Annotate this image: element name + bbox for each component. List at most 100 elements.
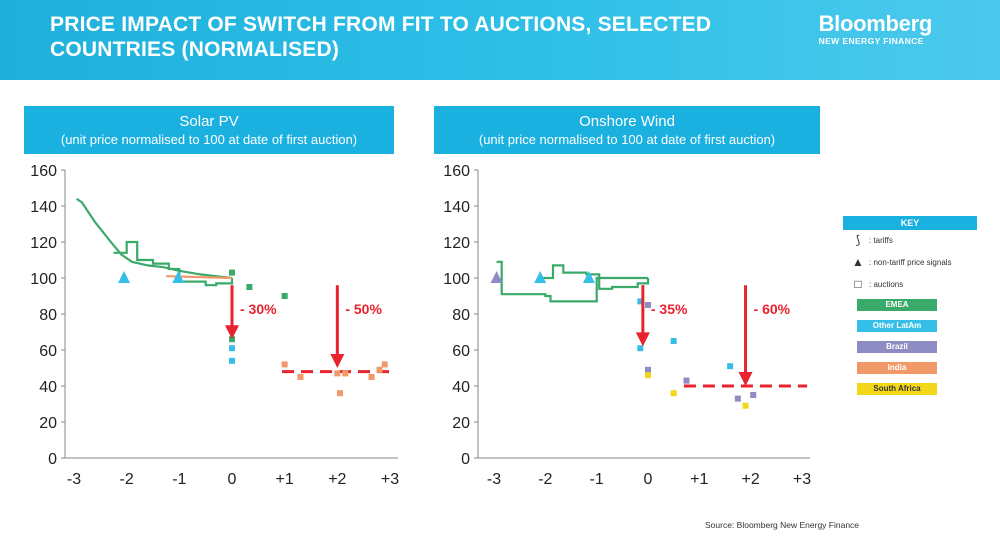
wind-auction-point xyxy=(727,363,734,370)
solar-x-tick-label: +1 xyxy=(276,471,294,488)
solar-auction-point xyxy=(368,374,375,380)
solar-signal-triangle xyxy=(172,271,185,283)
solar-auction-point xyxy=(334,370,341,377)
solar-x-tick-label: +2 xyxy=(328,471,346,488)
solar-panel-header: Solar PV (unit price normalised to 100 a… xyxy=(24,106,394,154)
solar-auction-point xyxy=(336,390,343,397)
wind-chart-title: Onshore Wind xyxy=(579,113,675,130)
key-row-auctions: □ : auctions xyxy=(843,274,977,296)
wind-x-tick-label: -1 xyxy=(590,471,604,488)
wind-drop-label: - 35% xyxy=(651,301,688,317)
wind-x-tick-label: 0 xyxy=(644,471,653,488)
key-region-india: India xyxy=(843,362,977,380)
wind-auction-point xyxy=(645,372,651,379)
wind-auction-point xyxy=(670,338,677,344)
wind-auction-point xyxy=(637,298,644,305)
wind-signal-triangle xyxy=(582,271,595,283)
key-row-triangles: ▲ : non-tariff price signals xyxy=(843,252,977,274)
wind-auction-point xyxy=(734,395,741,402)
wind-chart-subtitle: (unit price normalised to 100 at date of… xyxy=(478,132,776,147)
solar-y-tick-label: 140 xyxy=(30,199,57,216)
key-badge-india: India xyxy=(857,362,937,374)
key-region-latam: Other LatAm xyxy=(843,320,977,338)
solar-y-tick-label: 80 xyxy=(39,307,57,324)
wind-drop-label: - 60% xyxy=(754,301,791,317)
solar-drop-arrowhead xyxy=(225,325,239,340)
tariffs-curve-icon: ⟆ xyxy=(855,233,861,247)
key-label-auctions: : auctions xyxy=(869,280,904,289)
bnef-logo: Bloomberg NEW ENERGY FINANCE xyxy=(818,12,933,47)
solar-signal-triangle xyxy=(118,271,131,283)
source-note: Source: Bloomberg New Energy Finance xyxy=(705,520,860,530)
solar-auction-point xyxy=(246,284,253,290)
key-badge-brazil: Brazil xyxy=(857,341,937,353)
wind-drop-arrowhead xyxy=(635,332,650,347)
solar-drop-arrowhead xyxy=(330,354,345,368)
solar-auction-point xyxy=(229,357,235,364)
wind-x-tick-label: +3 xyxy=(793,471,811,488)
solar-y-tick-label: 60 xyxy=(39,343,57,360)
solar-x-tick-label: -2 xyxy=(120,471,134,488)
solar-auction-point xyxy=(342,370,349,377)
solar-x-tick-label: -3 xyxy=(67,471,81,488)
triangle-icon: ▲ xyxy=(852,255,864,269)
logo-sub-text: NEW ENERGY FINANCE xyxy=(818,36,924,46)
wind-x-tick-label: +2 xyxy=(742,471,760,488)
solar-chart-title: Solar PV xyxy=(179,113,239,130)
solar-x-tick-label: -1 xyxy=(172,471,186,488)
wind-tariff-line xyxy=(540,264,650,290)
solar-drop-label: - 50% xyxy=(345,301,382,317)
solar-y-tick-label: 20 xyxy=(39,415,57,432)
solar-y-tick-label: 100 xyxy=(30,271,57,288)
solar-y-tick-label: 160 xyxy=(30,163,57,180)
wind-auction-point xyxy=(645,366,651,373)
wind-x-tick-label: -2 xyxy=(538,471,552,488)
solar-drop-label: - 30% xyxy=(240,301,277,317)
key-badge-south-africa: South Africa xyxy=(857,383,937,395)
key-label-triangles: : non-tariff price signals xyxy=(869,258,952,267)
wind-y-tick-label: 100 xyxy=(443,271,470,288)
wind-auction-point xyxy=(750,392,757,398)
key-row-tariffs: ⟆ : tariffs xyxy=(843,230,977,252)
solar-auction-point xyxy=(229,345,235,352)
wind-y-tick-label: 40 xyxy=(452,379,470,396)
solar-y-tick-label: 120 xyxy=(30,235,57,252)
page-title: PRICE IMPACT OF SWITCH FROM FIT TO AUCTI… xyxy=(50,13,712,61)
wind-y-tick-label: 120 xyxy=(443,235,470,252)
wind-auction-point xyxy=(670,390,677,397)
wind-drop-arrowhead xyxy=(738,372,753,386)
solar-auction-point xyxy=(281,361,288,368)
wind-panel-header: Onshore Wind (unit price normalised to 1… xyxy=(434,106,820,154)
wind-auction-point xyxy=(637,345,644,352)
solar-chart-subtitle: (unit price normalised to 100 at date of… xyxy=(60,132,358,147)
key-badge-emea: EMEA xyxy=(857,299,937,311)
wind-y-tick-label: 60 xyxy=(452,343,470,360)
key-badge-latam: Other LatAm xyxy=(857,320,937,332)
solar-x-tick-label: +3 xyxy=(381,471,399,488)
square-icon: □ xyxy=(854,277,862,291)
solar-y-tick-label: 0 xyxy=(48,451,57,468)
solar-auction-point xyxy=(229,269,235,276)
wind-signal-triangle xyxy=(534,271,547,283)
solar-auction-point xyxy=(381,361,388,368)
solar-x-tick-label: 0 xyxy=(228,471,237,488)
wind-y-tick-label: 20 xyxy=(452,415,470,432)
solar-auction-point xyxy=(376,366,383,373)
wind-auction-point xyxy=(742,402,749,409)
wind-signal-triangle xyxy=(490,271,503,283)
key-region-south-africa: South Africa xyxy=(843,383,977,401)
wind-y-tick-label: 0 xyxy=(461,451,470,468)
wind-tariff-line xyxy=(496,260,648,303)
legend-key: KEY ⟆ : tariffs ▲ : non-tariff price sig… xyxy=(843,216,977,401)
wind-y-tick-label: 140 xyxy=(443,199,470,216)
wind-auction-point xyxy=(683,377,690,384)
wind-x-tick-label: -3 xyxy=(487,471,501,488)
header-banner: PRICE IMPACT OF SWITCH FROM FIT TO AUCTI… xyxy=(0,0,1000,80)
solar-y-tick-label: 40 xyxy=(39,379,57,396)
key-title: KEY xyxy=(843,216,977,230)
wind-y-tick-label: 160 xyxy=(443,163,470,180)
solar-auction-point xyxy=(297,374,304,380)
wind-x-tick-label: +1 xyxy=(690,471,708,488)
key-region-emea: EMEA xyxy=(843,299,977,317)
